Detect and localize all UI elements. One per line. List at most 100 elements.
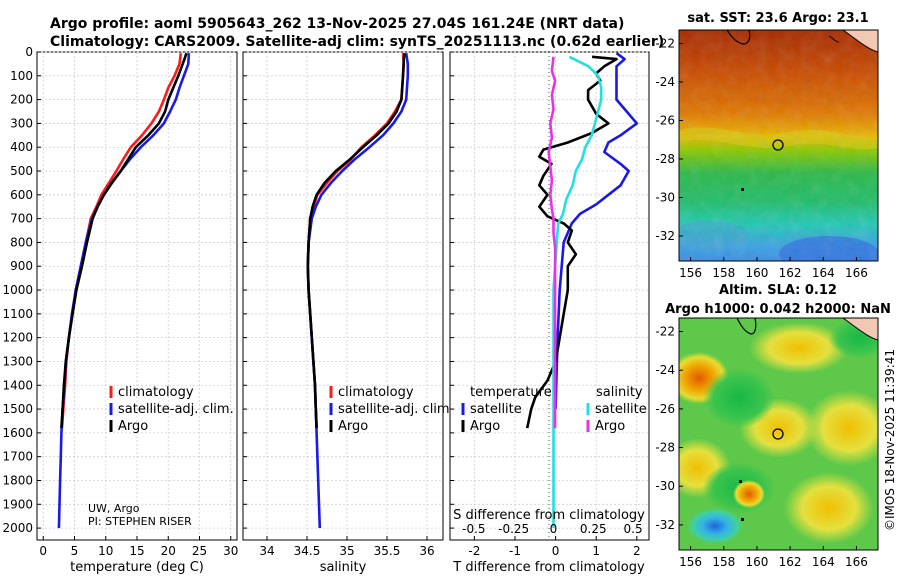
imos-watermark: ©IMOS 18-Nov-2025 11:39:41 [883, 349, 897, 531]
depth-tick-label: 1300 [2, 354, 33, 368]
legend-t-satellite-label: satellite [470, 402, 522, 417]
sla-argo-position-marker [772, 428, 784, 440]
map-lon-tick-label: 164 [812, 266, 835, 280]
depth-tick-label: 900 [10, 259, 33, 273]
map-lat-tick-label: -24 [655, 75, 675, 89]
x-tick-label: -1 [509, 544, 521, 558]
sst-map-frame [678, 29, 879, 262]
legend-t-argo-label: Argo [470, 419, 500, 434]
map-lat-tick-label: -30 [655, 190, 675, 204]
credit-line2: PI: STEPHEN RISER [88, 515, 192, 528]
sla-map: Altim. SLA: 0.12 Argo h1000: 0.042 h2000… [655, 283, 891, 569]
x-tick-label: 30 [223, 544, 238, 558]
series-line-argo [60, 52, 188, 429]
credit-line1: UW, Argo [88, 502, 140, 515]
depth-tick-label: 1200 [2, 331, 33, 345]
depth-tick-label: 1400 [2, 378, 33, 392]
depth-tick-label: 800 [10, 235, 33, 249]
difference-plot-frame [449, 51, 650, 541]
depth-tick-label: 600 [10, 188, 33, 202]
legend-satellite-label: satellite-adj. clim. [338, 402, 454, 417]
map-lat-tick-label: -28 [655, 441, 675, 455]
x-tick-label: 35.5 [374, 544, 401, 558]
legend-climatology-label: climatology [118, 385, 194, 400]
map-lon-tick-label: 162 [779, 266, 802, 280]
sla-map-title: Altim. SLA: 0.12 [719, 283, 837, 298]
map-lat-tick-label: -26 [655, 402, 675, 416]
sst-argo-position-marker [772, 139, 784, 151]
salinity-plot-frame [242, 51, 444, 541]
sla-map-subtitle: Argo h1000: 0.042 h2000: NaN [665, 302, 891, 317]
difference-xlabel-bottom: T difference from climatology [452, 560, 645, 575]
difference-legend: temperature salinity satellite Argo sate… [461, 385, 647, 434]
legend-argo-label: Argo [338, 419, 368, 434]
x-tick-label: -2 [468, 544, 480, 558]
x-tick-label: 25 [192, 544, 207, 558]
depth-tick-label: 400 [10, 140, 33, 154]
sst-map-title: sat. SST: 23.6 Argo: 23.1 [687, 11, 868, 26]
difference-xlabel-top: S difference from climatology [453, 508, 645, 523]
map-lon-tick-label: 156 [679, 555, 702, 569]
map-lon-tick-label: 156 [679, 266, 702, 280]
depth-tick-label: 2000 [2, 521, 33, 535]
map-lon-tick-label: 160 [745, 266, 768, 280]
top-x-tick-label: 0 [550, 522, 558, 536]
map-lon-tick-label: 162 [779, 555, 802, 569]
legend-salinity-title: salinity [596, 385, 643, 400]
depth-tick-label: 100 [10, 69, 33, 83]
temperature-xlabel: temperature (deg C) [70, 560, 204, 575]
series-line-argo [306, 53, 406, 429]
x-tick-label: 34 [259, 544, 274, 558]
salinity-panel: 34 34.5 35 35.5 36 salinity climatology sate… [242, 51, 454, 575]
figure-title-line1: Argo profile: aoml 5905643_262 13-Nov-20… [50, 16, 624, 32]
legend-satellite-label: satellite-adj. clim. [118, 402, 234, 417]
legend-s-satellite-label: satellite [595, 402, 647, 417]
x-tick-label: 35 [339, 544, 354, 558]
map-lon-tick-label: 158 [712, 555, 735, 569]
depth-tick-label: 200 [10, 93, 33, 107]
x-tick-label: 0 [552, 544, 560, 558]
x-tick-label: 0 [39, 544, 47, 558]
legend-argo-label: Argo [118, 419, 148, 434]
x-tick-label: 15 [129, 544, 144, 558]
depth-tick-label: 300 [10, 116, 33, 130]
x-tick-label: 1 [592, 544, 600, 558]
depth-tick-label: 1000 [2, 283, 33, 297]
top-x-tick-label: -0.5 [462, 522, 485, 536]
depth-tick-label: 1900 [2, 497, 33, 511]
map-lon-tick-label: 160 [745, 555, 768, 569]
legend-temperature-title: temperature [470, 385, 552, 400]
map-lat-tick-label: -28 [655, 152, 675, 166]
sst-map: sat. SST: 23.6 Argo: 23.1 156 158 160 162 16… [655, 11, 879, 280]
salinity-xlabel: salinity [320, 560, 367, 575]
x-tick-label: 36 [419, 544, 434, 558]
map-lat-tick-label: -22 [655, 36, 675, 50]
series-line-t-argo [525, 55, 618, 429]
map-lon-tick-label: 166 [845, 266, 868, 280]
map-lat-tick-label: -32 [655, 518, 675, 532]
map-lon-tick-label: 158 [712, 266, 735, 280]
x-tick-label: 5 [71, 544, 79, 558]
depth-tick-label: 1800 [2, 473, 33, 487]
depth-tick-label: 1500 [2, 402, 33, 416]
x-tick-label: 10 [98, 544, 113, 558]
sla-map-field [679, 318, 878, 550]
depth-tick-label: 1700 [2, 450, 33, 464]
map-lat-tick-label: -22 [655, 325, 675, 339]
top-x-tick-label: 0.5 [624, 522, 643, 536]
legend-climatology-label: climatology [338, 385, 414, 400]
legend-s-argo-label: Argo [595, 419, 625, 434]
map-lat-tick-label: -24 [655, 363, 675, 377]
top-x-tick-label: -0.25 [498, 522, 529, 536]
difference-panel: -2 -1 0 1 2 T difference from climatology S … [449, 51, 650, 575]
temperature-panel: 0100200300400500600700800900100011001200… [2, 45, 238, 575]
series-line-s-argo [547, 56, 557, 429]
sla-map-frame [678, 317, 879, 551]
x-tick-label: 20 [161, 544, 176, 558]
map-lat-tick-label: -32 [655, 229, 675, 243]
depth-tick-label: 0 [25, 45, 33, 59]
top-x-tick-label: 0.25 [580, 522, 607, 536]
depth-tick-label: 1600 [2, 426, 33, 440]
map-lon-tick-label: 164 [812, 555, 835, 569]
